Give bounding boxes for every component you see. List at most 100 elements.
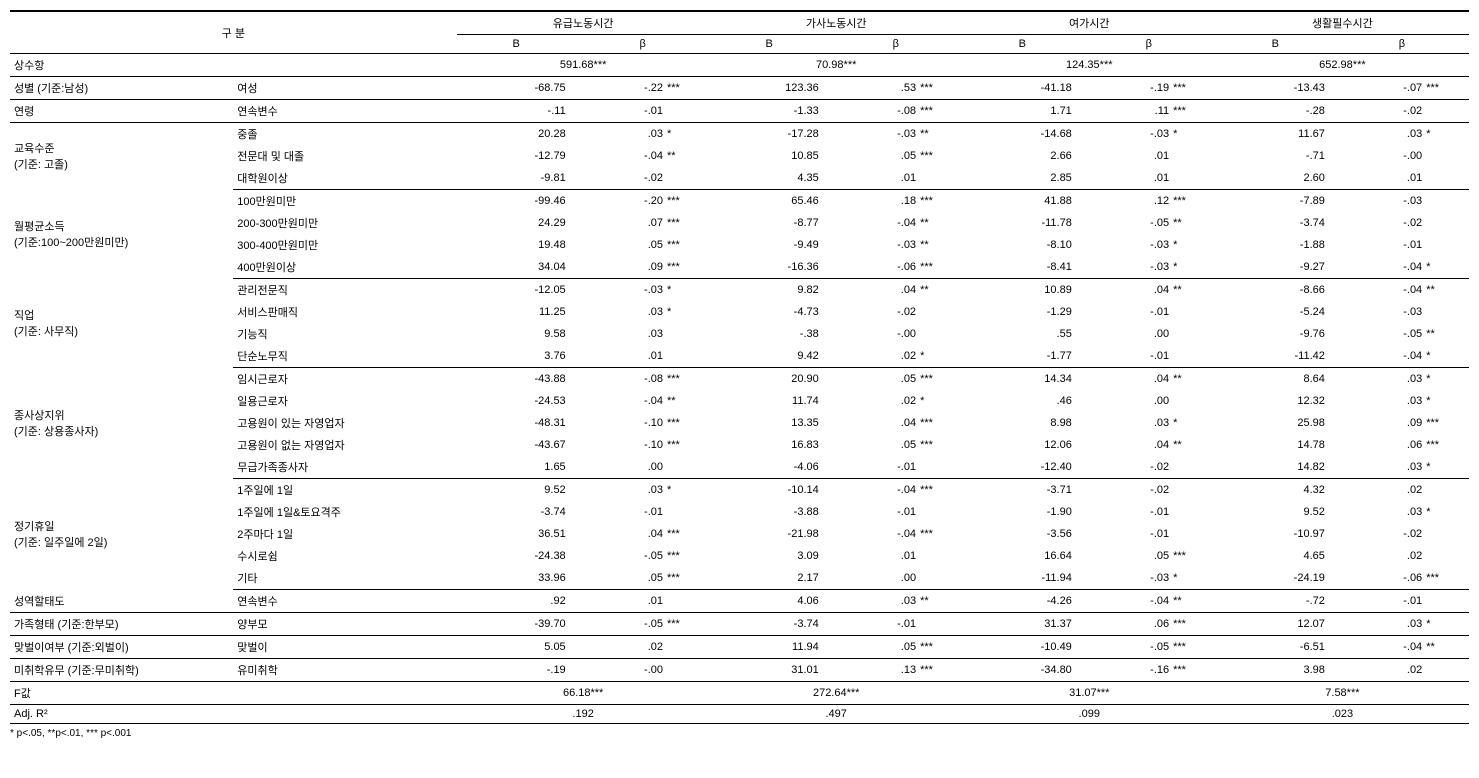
cell-sig: ** (1171, 212, 1216, 234)
cell-beta: .03 (576, 323, 665, 345)
cell-beta: -.20 (576, 190, 665, 213)
cell-B: -48.31 (457, 412, 576, 434)
cell-beta: .04 (829, 279, 918, 302)
cell-B: -.71 (1216, 145, 1335, 167)
sub-label: 여성 (233, 77, 456, 100)
cell-beta: -.02 (1335, 212, 1424, 234)
cell-B: -10.97 (1216, 523, 1335, 545)
cell-B: 11.74 (710, 390, 829, 412)
cell-B: -13.43 (1216, 77, 1335, 100)
cell-beta: .05 (829, 368, 918, 391)
cell-beta: .05 (829, 145, 918, 167)
cell-beta: .07 (576, 212, 665, 234)
cell-value: 124.35*** (963, 54, 1216, 77)
category-label: 종사상지위(기준: 상용종사자) (10, 368, 233, 479)
cell-beta: .09 (1335, 412, 1424, 434)
cell-B: 14.78 (1216, 434, 1335, 456)
cell-B: 36.51 (457, 523, 576, 545)
sub-label: 단순노무직 (233, 345, 456, 368)
sub-label: 일용근로자 (233, 390, 456, 412)
cell-beta: .03 (1335, 123, 1424, 146)
cell-B: 34.04 (457, 256, 576, 279)
cell-sig: *** (918, 77, 963, 100)
sub-B-1: B (710, 35, 829, 54)
cell-B: -12.05 (457, 279, 576, 302)
cell-beta: .02 (1335, 545, 1424, 567)
cell-sig (1171, 323, 1216, 345)
cell-beta: .09 (576, 256, 665, 279)
r2-value: .099 (963, 705, 1216, 724)
cell-B: 25.98 (1216, 412, 1335, 434)
cell-B: 4.35 (710, 167, 829, 190)
r2-value: .497 (710, 705, 963, 724)
cell-beta: .01 (1082, 167, 1171, 190)
category-label: 맞벌이여부 (기준:외벌이) (10, 636, 233, 659)
cell-sig (1424, 545, 1469, 567)
cell-B: 2.85 (963, 167, 1082, 190)
cell-sig (1424, 523, 1469, 545)
cell-beta: .01 (576, 345, 665, 368)
cell-B: -3.56 (963, 523, 1082, 545)
cell-B: -10.49 (963, 636, 1082, 659)
cell-beta: .01 (1335, 167, 1424, 190)
cell-beta: -.01 (576, 100, 665, 123)
f-value: 7.58*** (1216, 682, 1469, 705)
cell-beta: -.00 (1335, 145, 1424, 167)
cell-beta: .05 (1082, 545, 1171, 567)
cell-sig (918, 545, 963, 567)
cell-B: 12.06 (963, 434, 1082, 456)
sub-label: 연속변수 (233, 590, 456, 613)
cell-beta: .03 (1082, 412, 1171, 434)
cell-beta: .03 (576, 123, 665, 146)
category-label: 성역할태도 (10, 590, 233, 613)
f-label: F값 (10, 682, 457, 705)
sub-label: 300-400만원미만 (233, 234, 456, 256)
cell-B: -9.49 (710, 234, 829, 256)
cell-B: -10.14 (710, 479, 829, 502)
cell-sig: * (1171, 123, 1216, 146)
cell-beta: -.02 (829, 301, 918, 323)
table-row: 성역할태도연속변수.92.014.06.03**-4.26-.04**-.72-… (10, 590, 1469, 613)
cell-sig: ** (918, 212, 963, 234)
cell-B: -.11 (457, 100, 576, 123)
cell-B: 19.48 (457, 234, 576, 256)
cell-B: 123.36 (710, 77, 829, 100)
cell-B: -12.40 (963, 456, 1082, 479)
cell-sig (665, 501, 710, 523)
cell-beta: .01 (829, 545, 918, 567)
cell-B: -8.41 (963, 256, 1082, 279)
cell-B: 4.06 (710, 590, 829, 613)
sub-label: 고용원이 없는 자영업자 (233, 434, 456, 456)
cell-beta: .02 (1335, 659, 1424, 682)
category-label: 정기휴일(기준: 일주일에 2일) (10, 479, 233, 590)
cell-sig: ** (1171, 368, 1216, 391)
cell-B: 8.98 (963, 412, 1082, 434)
header-row-1: 구 분 유급노동시간 가사노동시간 여가시간 생활필수시간 (10, 11, 1469, 35)
cell-sig (1424, 190, 1469, 213)
sub-label: 1주일에 1일&토요격주 (233, 501, 456, 523)
cell-beta: .04 (1082, 368, 1171, 391)
cell-sig: * (918, 345, 963, 368)
cell-B: -3.74 (1216, 212, 1335, 234)
cell-sig: * (1424, 456, 1469, 479)
cell-beta: -.03 (576, 279, 665, 302)
cell-B: 14.34 (963, 368, 1082, 391)
cell-B: -6.51 (1216, 636, 1335, 659)
cell-beta: -.01 (1082, 501, 1171, 523)
cell-sig: *** (1171, 100, 1216, 123)
cell-beta: .06 (1335, 434, 1424, 456)
cell-sig: *** (918, 190, 963, 213)
cell-beta: -.05 (1335, 323, 1424, 345)
cell-beta: -.04 (1335, 636, 1424, 659)
cell-sig: *** (918, 523, 963, 545)
cell-sig (1171, 145, 1216, 167)
cell-sig (918, 301, 963, 323)
cell-B: -41.18 (963, 77, 1082, 100)
cell-B: 5.05 (457, 636, 576, 659)
table-row: 연령연속변수-.11-.01-1.33-.08***1.71.11***-.28… (10, 100, 1469, 123)
cell-sig (1424, 167, 1469, 190)
cell-beta: -.03 (829, 234, 918, 256)
cell-sig: *** (918, 434, 963, 456)
r2-label: Adj. R² (10, 705, 457, 724)
cell-sig: *** (665, 523, 710, 545)
